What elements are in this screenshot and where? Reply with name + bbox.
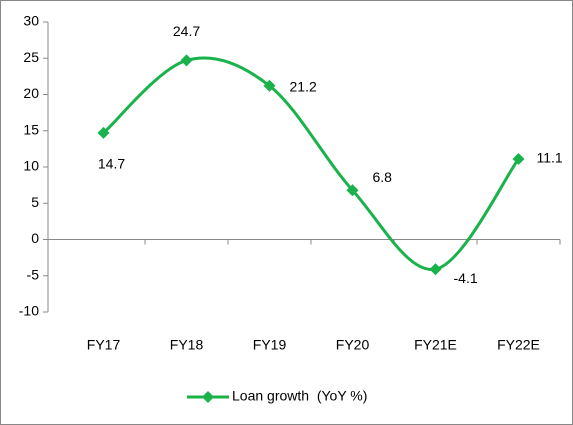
data-label: 21.2 [290, 79, 317, 95]
x-tick-label: FY17 [87, 337, 121, 353]
x-tick-label: FY22E [497, 337, 540, 353]
point-marker [263, 79, 276, 92]
point-marker [346, 184, 359, 197]
legend-marker [202, 391, 214, 403]
y-tick-label: 0 [31, 230, 39, 246]
y-tick-label: 5 [31, 194, 39, 210]
data-label: 24.7 [173, 23, 200, 39]
data-label: 6.8 [373, 169, 393, 185]
x-tick-label: FY21E [414, 337, 457, 353]
data-label: 11.1 [537, 150, 563, 166]
point-marker [180, 54, 193, 67]
point-marker [512, 153, 525, 166]
data-label: 14.7 [98, 156, 125, 172]
x-tick-label: FY19 [253, 337, 287, 353]
y-tick-label: 15 [23, 121, 39, 137]
y-tick-label: -10 [19, 303, 39, 319]
y-tick-label: 25 [23, 49, 39, 65]
x-tick-label: FY20 [336, 337, 370, 353]
point-marker [429, 263, 442, 276]
y-tick-label: 10 [23, 158, 39, 174]
legend-label: Loan growth (YoY %) [232, 388, 367, 404]
x-tick-label: FY18 [170, 337, 204, 353]
y-tick-label: 30 [23, 13, 39, 29]
point-marker [97, 126, 110, 139]
series-line [102, 56, 520, 271]
y-tick-label: -5 [27, 266, 40, 282]
y-tick-label: 20 [23, 85, 39, 101]
data-label: -4.1 [454, 270, 478, 286]
